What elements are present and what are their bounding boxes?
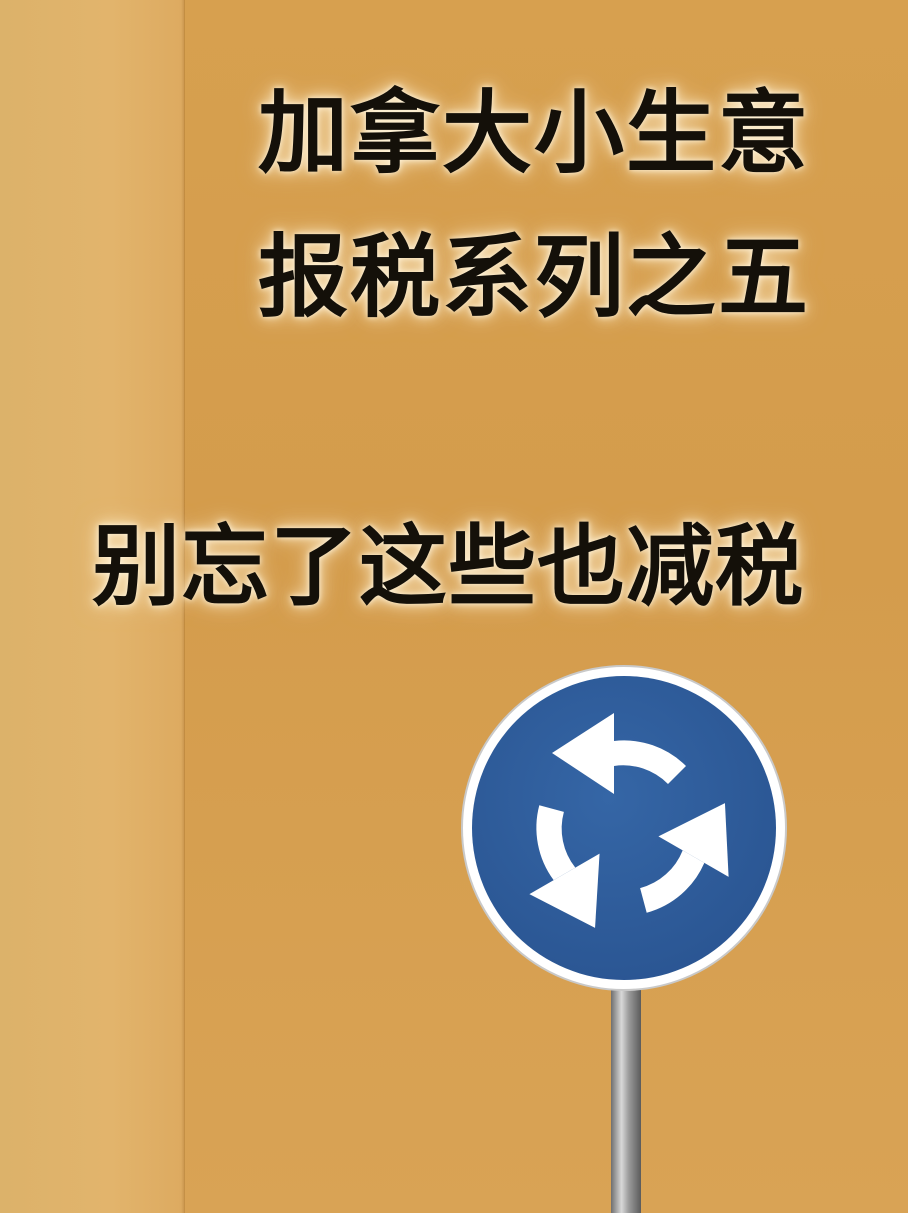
sign-pole <box>611 978 641 1213</box>
roundabout-arrows <box>529 713 729 928</box>
sign-disc <box>472 676 776 980</box>
title-line-2: 报税系列之五 <box>258 224 810 330</box>
background-right-panel <box>184 0 908 1213</box>
title-line-1: 加拿大小生意 <box>258 80 810 186</box>
background-left-panel <box>0 0 184 1213</box>
subtitle: 别忘了这些也减税 <box>92 514 805 618</box>
panel-divider <box>181 0 185 1213</box>
roundabout-sign-icon <box>455 660 795 1213</box>
